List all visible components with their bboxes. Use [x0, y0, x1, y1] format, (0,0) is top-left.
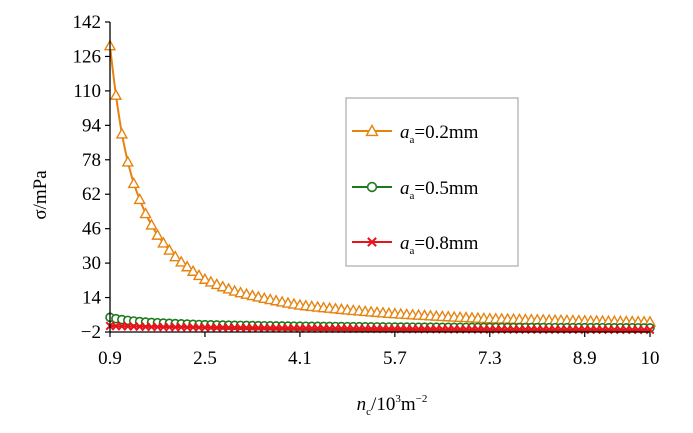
- data-point: [151, 228, 164, 240]
- legend-swatch-marker: [365, 124, 379, 137]
- data-point: [115, 127, 129, 139]
- data-point: [139, 207, 152, 219]
- y-tick-label: 78: [82, 150, 101, 171]
- data-point: [145, 218, 158, 230]
- y-tick-label: 46: [82, 219, 101, 240]
- legend-label-value: =0.8mm: [414, 233, 478, 254]
- data-point: [210, 277, 224, 290]
- x-axis-title-sup1: 3: [395, 393, 401, 405]
- legend-label-value: =0.2mm: [414, 122, 478, 143]
- data-point: [157, 236, 170, 248]
- x-tick-label: 10: [641, 348, 660, 369]
- series-3: [105, 321, 655, 335]
- data-point: [127, 177, 140, 189]
- legend-label-var: a: [400, 233, 410, 254]
- data-point: [186, 264, 200, 276]
- x-tick-label: 2.5: [193, 348, 217, 369]
- legend-label-sub: a: [410, 134, 415, 146]
- x-axis-title-sup2: −2: [416, 393, 428, 405]
- x-axis-title-base: n: [357, 394, 367, 415]
- x-axis-title-sub: c: [366, 406, 371, 418]
- y-tick-label: 14: [82, 288, 102, 309]
- x-axis-title-unit: m: [401, 394, 416, 415]
- y-tick-label: 126: [73, 46, 102, 67]
- legend-label: aa=0.2mm: [400, 122, 479, 146]
- y-tick-label: −2: [81, 322, 101, 343]
- data-point: [109, 88, 123, 100]
- data-point: [216, 280, 229, 292]
- y-tick-label: 62: [82, 184, 101, 205]
- x-tick-label: 8.9: [573, 348, 597, 369]
- data-point: [175, 255, 188, 267]
- x-tick-label: 0.9: [98, 348, 122, 369]
- ticks-layer: −2 14 30 46 62 78 94 110 126 142 0.9 2.5 4.1 5.7 7.3 8.…: [73, 12, 660, 369]
- y-tick-label: 30: [82, 253, 101, 274]
- data-point: [133, 192, 146, 205]
- data-point: [121, 155, 134, 167]
- data-point: [169, 250, 182, 262]
- legend-label-sub: a: [410, 190, 415, 202]
- x-tick-label: 4.1: [288, 348, 312, 369]
- legend-label: aa=0.5mm: [400, 178, 479, 202]
- data-point: [192, 268, 206, 281]
- legend-label-var: a: [400, 122, 410, 143]
- y-axis-title: σ/mPa: [30, 170, 51, 220]
- data-point: [222, 282, 235, 294]
- data-point: [204, 275, 218, 287]
- legend-label-value: =0.5mm: [414, 178, 478, 199]
- data-point: [163, 243, 176, 255]
- legend-label: aa=0.8mm: [400, 233, 479, 257]
- x-axis-title-rest: /10: [371, 394, 395, 415]
- data-point: [180, 260, 194, 272]
- y-tick-label: 94: [82, 115, 102, 136]
- x-tick-label: 5.7: [383, 348, 407, 369]
- y-tick-label: 110: [73, 81, 101, 102]
- legend-label-sub: a: [410, 245, 415, 257]
- y-tick-label: 142: [73, 12, 102, 33]
- x-tick-label: 7.3: [478, 348, 502, 369]
- legend-swatch-marker: [367, 237, 377, 247]
- legend-swatch-marker: [366, 181, 378, 193]
- x-axis-title: nc/103m−2: [357, 393, 428, 418]
- legend-label-var: a: [400, 178, 410, 199]
- data-point: [198, 272, 212, 284]
